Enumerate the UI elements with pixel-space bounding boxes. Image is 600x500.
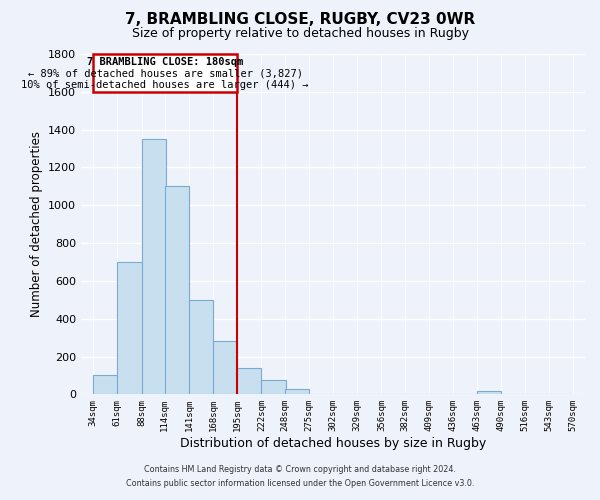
Bar <box>237 368 262 394</box>
Bar <box>93 54 237 92</box>
Bar <box>93 376 118 394</box>
Bar <box>118 262 142 394</box>
Y-axis label: Number of detached properties: Number of detached properties <box>29 131 43 317</box>
Text: Contains HM Land Registry data © Crown copyright and database right 2024.
Contai: Contains HM Land Registry data © Crown c… <box>126 466 474 487</box>
Bar <box>477 392 502 394</box>
Text: ← 89% of detached houses are smaller (3,827): ← 89% of detached houses are smaller (3,… <box>28 68 303 78</box>
Bar <box>262 380 286 394</box>
Text: Size of property relative to detached houses in Rugby: Size of property relative to detached ho… <box>131 28 469 40</box>
Text: 10% of semi-detached houses are larger (444) →: 10% of semi-detached houses are larger (… <box>22 80 309 90</box>
X-axis label: Distribution of detached houses by size in Rugby: Distribution of detached houses by size … <box>180 437 486 450</box>
Bar <box>285 388 309 394</box>
Bar <box>165 186 189 394</box>
Bar <box>213 342 237 394</box>
Text: 7 BRAMBLING CLOSE: 180sqm: 7 BRAMBLING CLOSE: 180sqm <box>87 57 244 67</box>
Bar <box>189 300 213 394</box>
Text: 7, BRAMBLING CLOSE, RUGBY, CV23 0WR: 7, BRAMBLING CLOSE, RUGBY, CV23 0WR <box>125 12 475 28</box>
Bar <box>142 139 166 394</box>
